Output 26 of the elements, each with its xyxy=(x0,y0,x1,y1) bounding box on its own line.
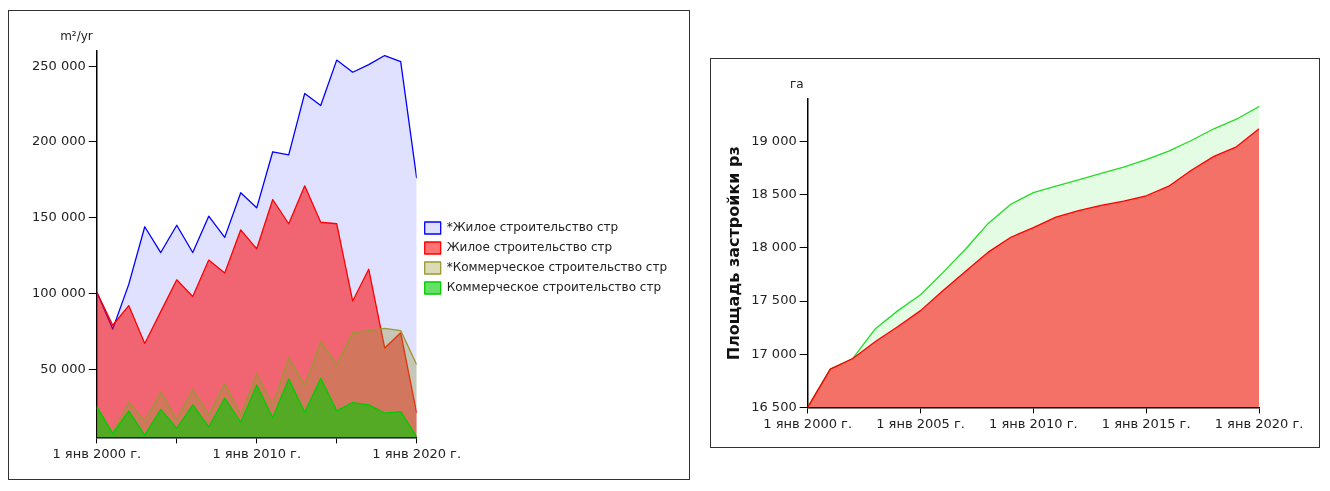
legend-label: Жилое строительство стр xyxy=(446,240,613,255)
x-tick-label: 1 янв 2020 г. xyxy=(372,445,462,461)
y-tick-label: 18 500 xyxy=(751,186,797,202)
y-tick-label: 250 000 xyxy=(31,57,86,73)
y-axis-title: Площадь застройки рз xyxy=(723,146,743,361)
y-tick-label: 200 000 xyxy=(31,133,86,149)
x-tick-label: 1 янв 2005 г. xyxy=(876,415,965,431)
legend-label: *Жилое строительство стр xyxy=(446,220,619,235)
legend-label: Коммерческое строительство стр xyxy=(446,280,662,295)
y-tick-label: 150 000 xyxy=(31,209,86,225)
y-tick-label: 17 000 xyxy=(751,345,797,361)
y-tick-label: 16 500 xyxy=(751,398,797,414)
x-tick-label: 1 янв 2000 г. xyxy=(52,445,142,461)
legend-label: *Коммерческое строительство стр xyxy=(446,260,668,275)
x-tick-label: 1 янв 2015 г. xyxy=(1101,415,1191,431)
y-tick-label: 17 500 xyxy=(751,292,797,308)
y-tick-label: 100 000 xyxy=(31,284,86,300)
x-tick-label: 1 янв 2020 г. xyxy=(1214,415,1304,431)
x-tick-label: 1 янв 2010 г. xyxy=(988,415,1078,431)
text: m²/yr xyxy=(60,29,93,44)
y-tick-label: 18 000 xyxy=(751,239,797,255)
text: га xyxy=(790,77,804,92)
y-tick-label: 50 000 xyxy=(40,360,86,376)
x-tick-label: 1 янв 2000 г. xyxy=(763,415,853,431)
x-tick-label: 1 янв 2010 г. xyxy=(212,445,302,461)
y-tick-label: 19 000 xyxy=(751,132,797,148)
